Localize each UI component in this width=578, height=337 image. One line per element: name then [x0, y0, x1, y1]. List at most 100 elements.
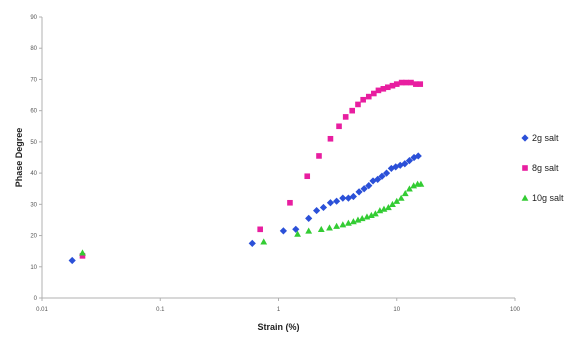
- data-point-10g-salt: [389, 200, 396, 208]
- y-tick-label: 20: [30, 234, 37, 240]
- x-tick-label: 0.01: [36, 307, 48, 313]
- data-point-10g-salt: [380, 205, 388, 212]
- y-tick-label: 70: [30, 77, 37, 83]
- data-point-2g-salt: [349, 192, 358, 201]
- data-point-8g-salt: [304, 173, 311, 180]
- data-point-8g-salt: [417, 81, 424, 87]
- y-tick-label: 10: [30, 265, 37, 271]
- data-point-8g-salt: [316, 153, 322, 159]
- data-point-2g-salt: [305, 214, 313, 222]
- data-point-8g-salt: [403, 79, 409, 86]
- legend: 2g salt 8g salt 10g salt: [521, 133, 564, 203]
- data-point-8g-salt: [389, 82, 396, 89]
- data-point-2g-salt: [414, 152, 422, 160]
- data-point-10g-salt: [406, 185, 413, 192]
- data-point-10g-salt: [393, 197, 401, 204]
- data-point-2g-salt: [365, 182, 373, 190]
- data-point-10g-salt: [385, 204, 392, 211]
- data-point-10g-salt: [350, 218, 357, 225]
- data-point-2g-salt: [378, 172, 386, 180]
- x-axis-ticks: 0.01 0.1 1 10 100: [36, 298, 521, 313]
- data-point-10g-salt: [79, 249, 86, 256]
- legend-marker-2g-salt: [521, 134, 529, 142]
- data-point-10g-salt: [397, 194, 405, 201]
- data-point-8g-salt: [355, 101, 361, 108]
- y-tick-label: 50: [30, 140, 37, 146]
- legend-label-8g-salt: 8g salt: [532, 163, 559, 173]
- data-point-10g-salt: [344, 219, 352, 226]
- data-point-10g-salt: [410, 182, 418, 189]
- data-point-8g-salt: [79, 253, 86, 259]
- data-point-10g-salt: [333, 222, 341, 229]
- data-point-8g-salt: [287, 199, 293, 206]
- data-point-10g-salt: [417, 180, 425, 187]
- data-point-2g-salt: [68, 256, 76, 265]
- legend-label-2g-salt: 2g salt: [532, 133, 559, 143]
- data-point-2g-salt: [333, 197, 341, 205]
- data-point-10g-salt: [326, 224, 333, 231]
- data-point-10g-salt: [363, 213, 371, 220]
- data-point-2g-salt: [405, 157, 414, 165]
- data-point-10g-salt: [376, 207, 384, 214]
- data-point-10g-salt: [317, 225, 325, 233]
- data-point-2g-salt: [339, 194, 347, 202]
- data-point-2g-salt: [248, 239, 256, 247]
- data-point-2g-salt: [410, 153, 418, 162]
- y-tick-label: 30: [30, 202, 37, 208]
- data-point-8g-salt: [380, 86, 387, 92]
- legend-marker-10g-salt: [521, 194, 529, 201]
- data-point-10g-salt: [367, 211, 375, 218]
- data-point-10g-salt: [372, 210, 379, 217]
- data-point-10g-salt: [339, 221, 347, 228]
- y-tick-label: 60: [30, 109, 37, 115]
- data-point-8g-salt: [349, 107, 355, 114]
- data-point-10g-salt: [305, 227, 313, 234]
- data-point-2g-salt: [374, 175, 382, 183]
- data-point-8g-salt: [327, 135, 334, 142]
- data-point-2g-salt: [319, 203, 328, 212]
- data-point-2g-salt: [313, 206, 321, 215]
- data-point-2g-salt: [396, 161, 404, 169]
- y-tick-label: 40: [30, 171, 37, 177]
- data-point-8g-salt: [360, 96, 366, 103]
- data-point-10g-salt: [401, 190, 409, 197]
- data-point-10g-salt: [358, 214, 366, 222]
- data-point-8g-salt: [336, 123, 342, 130]
- y-axis-ticks: 0 10 20 30 40 50 60 70 80 90: [30, 15, 42, 302]
- y-tick-label: 0: [34, 296, 38, 302]
- data-point-2g-salt: [326, 199, 335, 207]
- data-point-8g-salt: [413, 81, 419, 87]
- data-point-8g-salt: [342, 114, 349, 120]
- data-point-10g-salt: [260, 238, 268, 245]
- data-point-10g-salt: [294, 230, 301, 237]
- data-point-8g-salt: [257, 226, 263, 233]
- x-tick-label: 1: [277, 307, 281, 313]
- x-axis-title: Strain (%): [257, 322, 299, 332]
- data-point-8g-salt: [408, 79, 414, 86]
- data-point-8g-salt: [375, 87, 382, 94]
- data-point-2g-salt: [292, 225, 300, 233]
- y-tick-label: 80: [30, 46, 37, 52]
- y-tick-label: 90: [30, 15, 37, 21]
- data-point-8g-salt: [365, 93, 372, 100]
- x-tick-label: 100: [510, 307, 521, 313]
- data-point-8g-salt: [371, 90, 377, 97]
- data-point-2g-salt: [279, 227, 287, 235]
- legend-marker-8g-salt: [522, 165, 528, 171]
- x-tick-label: 0.1: [156, 307, 165, 313]
- data-point-2g-salt: [382, 169, 391, 177]
- y-axis-title: Phase Degree: [14, 128, 24, 188]
- data-point-8g-salt: [393, 81, 400, 87]
- data-point-2g-salt: [360, 185, 368, 193]
- data-points: [68, 79, 425, 265]
- data-point-2g-salt: [355, 188, 363, 196]
- legend-label-10g-salt: 10g salt: [532, 193, 564, 203]
- data-point-2g-salt: [401, 160, 409, 168]
- x-tick-label: 10: [393, 307, 400, 313]
- data-point-8g-salt: [384, 84, 391, 91]
- data-point-8g-salt: [398, 79, 405, 86]
- data-point-10g-salt: [354, 216, 362, 223]
